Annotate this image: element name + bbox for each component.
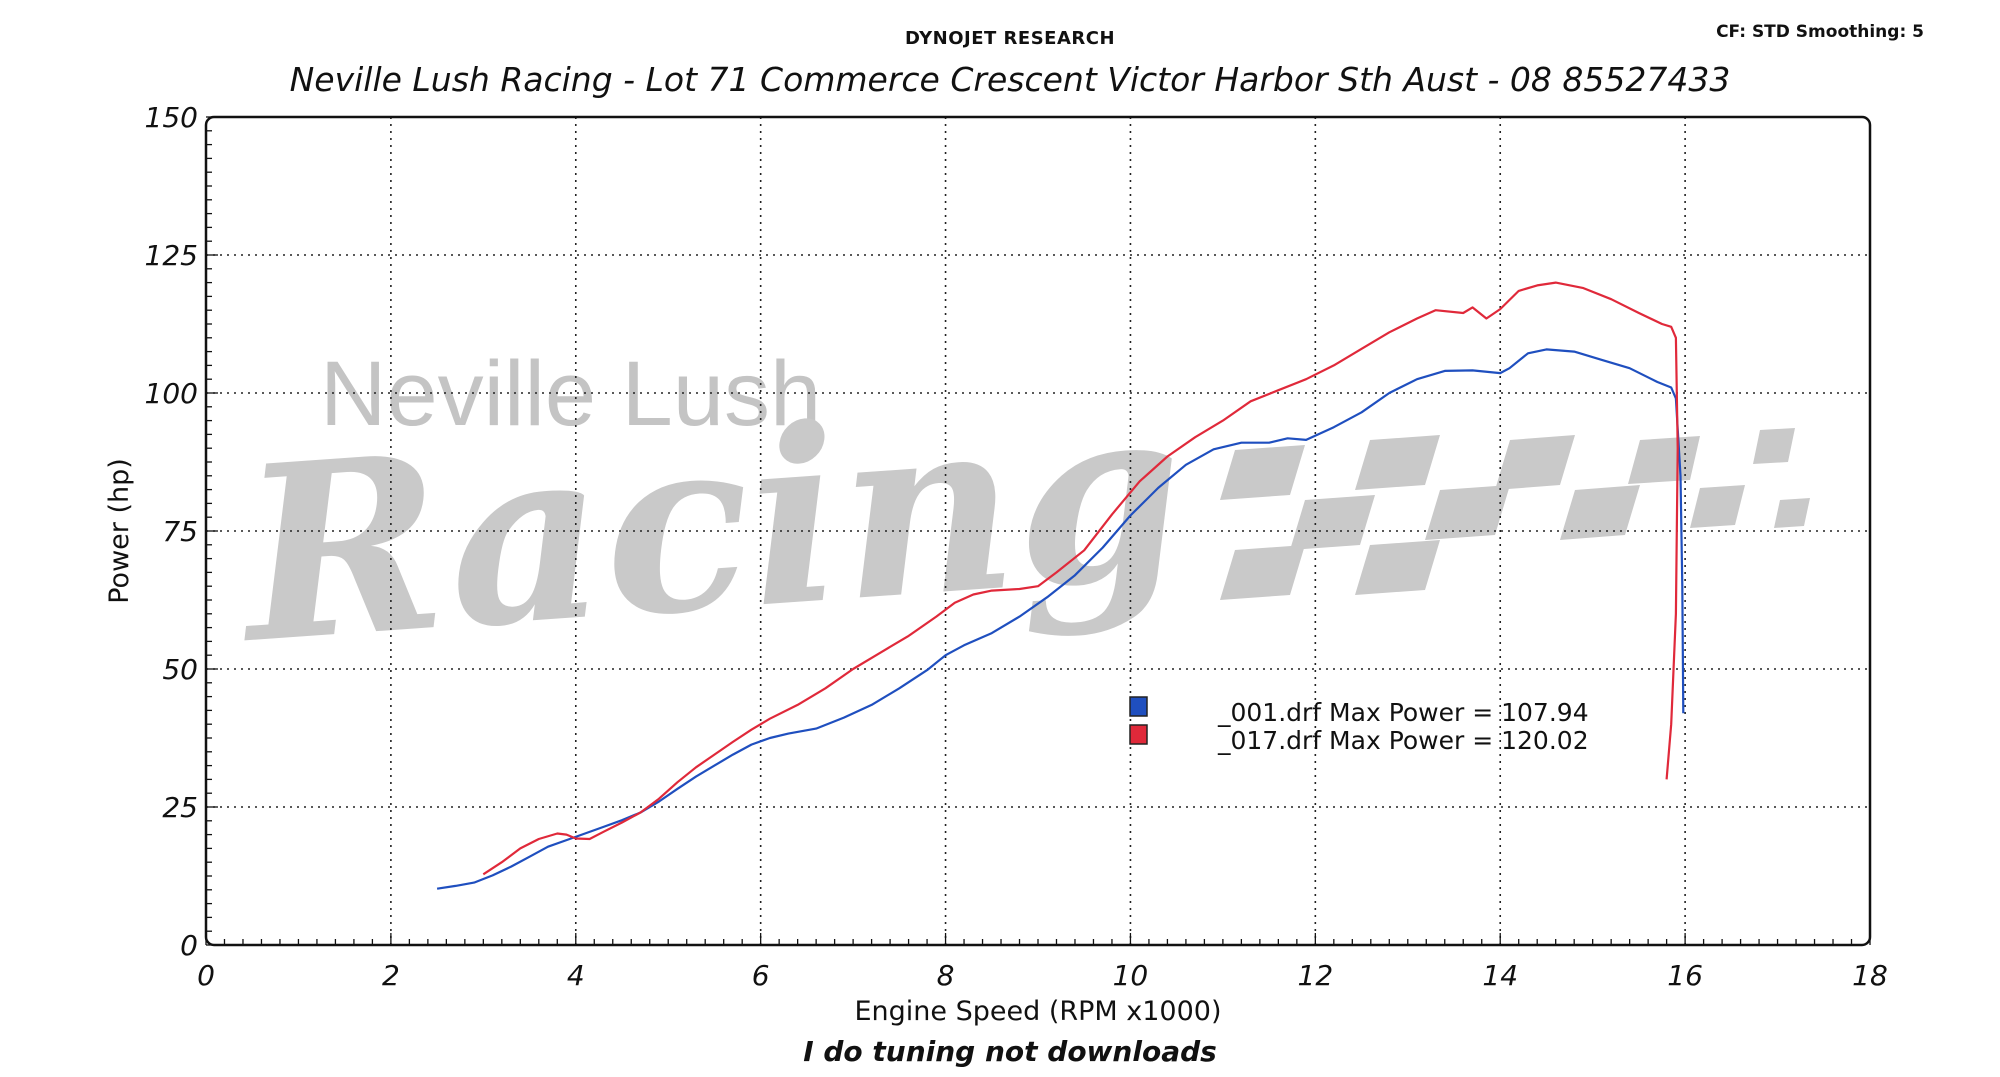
y-tick-label: 150 [145, 101, 198, 134]
y-tick-label: 50 [162, 653, 198, 686]
grid-lines [206, 117, 1870, 945]
x-axis-title: Engine Speed (RPM x1000) [854, 996, 1221, 1027]
x-tick-label: 16 [1667, 959, 1703, 992]
legend-entry: _017.drf Max Power = 120.02 [1217, 726, 1589, 755]
legend-entry: _001.drf Max Power = 107.94 [1217, 698, 1589, 727]
legend-swatch [1129, 696, 1148, 717]
y-tick-label: 0 [180, 929, 198, 962]
y-tick-label: 75 [162, 515, 198, 548]
plot-frame [204, 115, 1872, 947]
brand-title: DYNOJET RESEARCH [904, 28, 1116, 49]
x-tick-label: 0 [197, 959, 215, 992]
x-tick-label: 12 [1298, 959, 1334, 992]
y-tick-label: 25 [162, 791, 198, 824]
footer-tagline: I do tuning not downloads [803, 1035, 1217, 1068]
watermark: Neville Lush Racing [228, 343, 1810, 697]
shop-address-line: Neville Lush Racing - Lot 71 Commerce Cr… [289, 60, 1731, 99]
legend: _001.drf Max Power = 107.94_017.drf Max … [1129, 696, 1589, 755]
y-tick-label: 100 [145, 377, 198, 410]
x-tick-label: 8 [937, 959, 955, 992]
x-tick-label: 6 [752, 959, 770, 992]
watermark-script: Racing [228, 350, 1191, 697]
checkered-flag-icon [1220, 428, 1810, 600]
legend-swatch [1129, 724, 1148, 745]
x-tick-label: 10 [1113, 959, 1149, 992]
watermark-name: Neville Lush [320, 343, 821, 445]
data-series [436, 281, 1685, 890]
y-axis-title: Power (hp) [104, 458, 135, 604]
x-tick-labels: 0 2 4 6 8 10 12 14 16 18 [197, 959, 1888, 992]
series-line [482, 281, 1679, 876]
correction-smoothing-info: CF: STD Smoothing: 5 [1716, 22, 1924, 42]
x-tick-label: 14 [1482, 959, 1518, 992]
y-tick-labels: 0 25 50 75 100 125 150 [145, 101, 198, 962]
x-tick-label: 2 [382, 959, 400, 992]
x-tick-label: 18 [1852, 959, 1888, 992]
x-tick-label: 4 [567, 959, 585, 992]
y-tick-label: 125 [145, 239, 198, 272]
series-line [436, 348, 1685, 890]
